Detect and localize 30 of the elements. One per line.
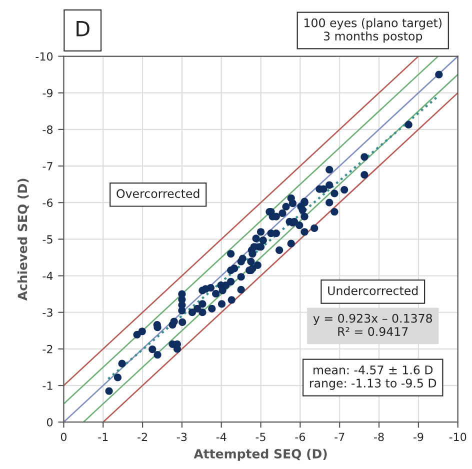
x-tick-label: -5: [256, 432, 266, 442]
y-axis-title: Achieved SEQ (D): [18, 178, 29, 301]
y-tick-label: -8: [42, 125, 53, 134]
y-tick-label: -1: [42, 382, 52, 390]
annotation: y = 0.923x – 0.1378 R² = 0.9417: [313, 314, 432, 336]
y-tick-label: -5: [42, 235, 52, 244]
text: 100 eyes (plano target) 3 months postop: [304, 18, 442, 43]
x-tick-label: -2: [138, 432, 147, 441]
x-tick-label: 0: [60, 432, 67, 442]
x-tick-label: -7: [334, 432, 344, 441]
y-tick-label: 0: [46, 418, 53, 426]
x-tick-label: -6: [295, 432, 306, 442]
y-tick-label: -2: [42, 344, 52, 354]
x-tick-label: -9: [413, 432, 424, 442]
annotation: mean: -4.57 ± 1.6 D range: -1.13 to -9.5 D: [310, 365, 436, 390]
y-tick-label: -10: [36, 52, 53, 61]
annotation: Undercorrected: [328, 286, 418, 296]
x-tick-label: -3: [176, 432, 187, 442]
y-tick-label: -6: [42, 198, 53, 207]
y-tick-label: -3: [42, 308, 52, 317]
x-tick-label: -8: [374, 432, 384, 442]
y-tick-label: -9: [42, 88, 53, 98]
x-tick-label: -1: [98, 432, 108, 441]
x-tick-label: -4: [216, 432, 226, 441]
y-tick-label: -7: [42, 162, 52, 170]
y-tick-label: -4: [42, 272, 53, 280]
text: D: [76, 21, 90, 36]
x-axis-title: Attempted SEQ (D): [194, 448, 327, 461]
annotation: Overcorrected: [116, 188, 200, 198]
x-tick-label: -10: [449, 432, 466, 442]
